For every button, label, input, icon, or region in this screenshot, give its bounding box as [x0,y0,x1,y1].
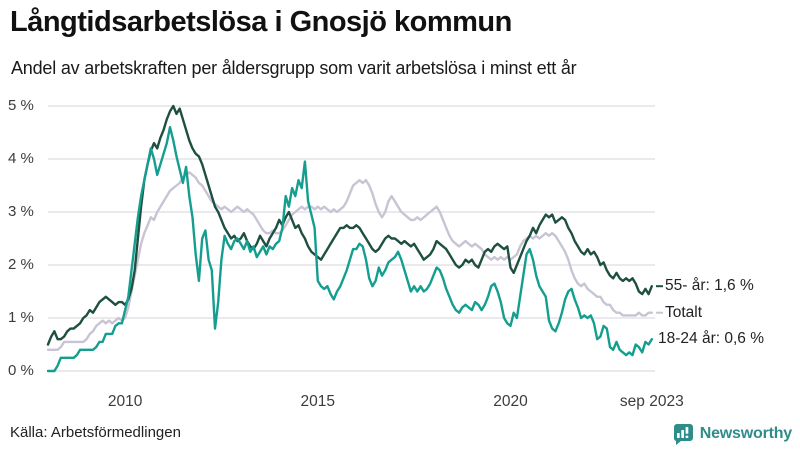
x-tick-label: 2010 [107,393,143,410]
y-tick-label: 1 % [8,309,34,326]
series-line-18-24 år [46,125,653,373]
series-line-Totalt [46,171,653,351]
y-tick-label: 4 % [8,150,34,167]
y-tick-label: 3 % [8,203,34,220]
page-title: Långtidsarbetslösa i Gnosjö kommun [10,6,512,38]
y-tick-label: 0 % [8,362,34,379]
legend-label-55- år: 55- år: 1,6 % [665,277,754,295]
y-tick-label: 2 % [8,256,34,273]
legend-label-18-24 år: 18-24 år: 0,6 % [658,330,764,348]
x-tick-label: sep 2023 [619,393,684,410]
brand-name: Newsworthy [699,425,792,442]
newsworthy-logo-icon [673,424,693,445]
series-line-55- år [46,104,653,346]
y-tick-label: 5 % [8,97,34,114]
brand-link[interactable]: Newsworthy [672,422,792,446]
chart-subtitle: Andel av arbetskraften per åldersgrupp s… [11,58,577,78]
legend-label-Totalt: Totalt [665,303,703,321]
x-tick-label: 2015 [300,393,335,410]
source-note: Källa: Arbetsförmedlingen [10,424,181,441]
x-tick-label: 2020 [493,393,528,410]
